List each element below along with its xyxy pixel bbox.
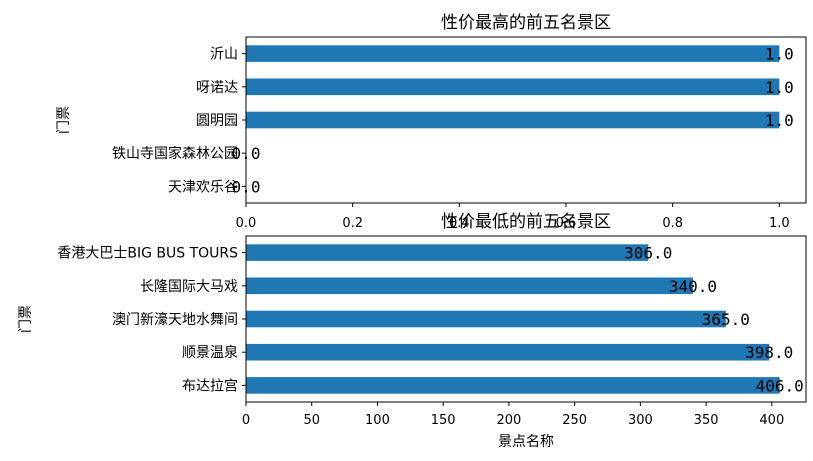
- data-label: 365.0: [702, 310, 750, 329]
- y-tick-label: 布达拉宫: [182, 378, 238, 394]
- y-tick-label: 沂山: [210, 47, 238, 63]
- y-axis-label: 门票: [56, 106, 72, 134]
- x-tick-label: 50: [303, 413, 320, 428]
- y-tick-label: 圆明园: [196, 113, 238, 129]
- y-tick-label: 长隆国际大马戏: [140, 279, 238, 295]
- y-tick-label: 澳门新濠天地水舞间: [112, 311, 238, 328]
- y-tick-label: 呀诺达: [196, 80, 238, 96]
- y-tick-label: 铁山寺国家森林公园: [112, 145, 238, 162]
- x-tick-label: 300: [628, 413, 653, 428]
- data-label: 1.0: [765, 111, 794, 130]
- bar: [246, 277, 693, 295]
- x-tick-label: 100: [365, 413, 390, 428]
- y-tick-label: 顺景温泉: [182, 344, 238, 361]
- x-tick-label: 0.4: [449, 216, 470, 231]
- plot-frame: [245, 36, 807, 204]
- y-tick-label: 香港大巴士BIG BUS TOURS: [57, 246, 238, 262]
- x-tick-label: 350: [694, 413, 719, 428]
- x-tick-label: 400: [759, 413, 784, 428]
- chart-title: 性价最高的前五名景区: [441, 13, 611, 33]
- chart-panel-2: 香港大巴士BIG BUS TOURS 长隆国际大马戏澳门新濠天地水舞间顺景温泉布达…: [18, 212, 807, 450]
- data-label: 1.0: [765, 78, 794, 97]
- bar: [246, 45, 780, 62]
- x-tick-label: 200: [496, 413, 521, 428]
- data-label: 1.0: [765, 45, 794, 64]
- y-axis-label: 门票: [18, 305, 34, 333]
- data-label: 0.0: [232, 177, 261, 196]
- x-tick-label: 0.0: [236, 216, 257, 231]
- x-tick-label: 250: [562, 413, 587, 428]
- data-label: 406.0: [756, 376, 804, 395]
- data-label: 0.0: [232, 144, 261, 163]
- data-label: 340.0: [669, 277, 717, 296]
- x-tick-label: 0: [242, 413, 250, 428]
- chart-title: 性价最低的前五名景区: [441, 212, 611, 232]
- bar: [246, 244, 649, 261]
- bar: [246, 310, 726, 328]
- x-tick-label: 0.6: [556, 216, 577, 231]
- x-tick-label: 0.8: [662, 216, 683, 231]
- data-label: 306.0: [624, 244, 672, 263]
- bar: [246, 78, 780, 96]
- x-tick-label: 150: [431, 413, 456, 428]
- x-tick-label: 0.2: [342, 216, 363, 231]
- bar: [246, 377, 780, 394]
- bar: [246, 111, 780, 129]
- data-label: 398.0: [745, 343, 793, 362]
- bar: [246, 343, 770, 361]
- plot-frame: [245, 235, 807, 403]
- y-tick-label: 天津欢乐谷: [168, 179, 238, 195]
- x-axis-label: 景点名称: [498, 434, 554, 450]
- x-tick-label: 1.0: [769, 216, 790, 231]
